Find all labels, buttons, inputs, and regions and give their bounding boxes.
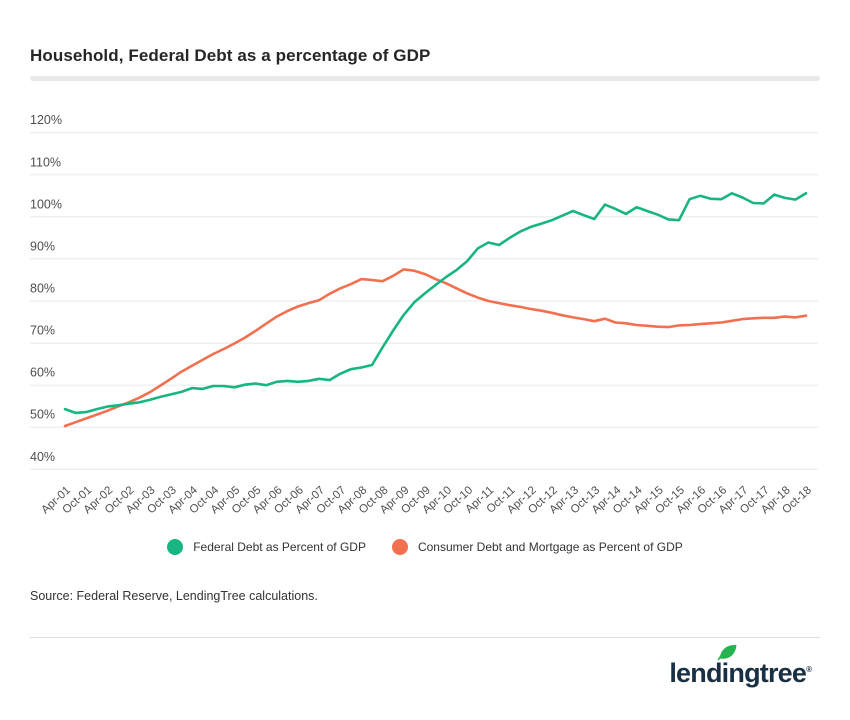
source-note: Source: Federal Reserve, LendingTree cal… (30, 589, 318, 603)
legend-item-consumer: Consumer Debt and Mortgage as Percent of… (391, 539, 683, 555)
legend-item-federal: Federal Debt as Percent of GDP (167, 539, 366, 555)
y-axis-label: 110% (30, 155, 61, 169)
footer-divider (30, 637, 820, 638)
chart-legend: Federal Debt as Percent of GDP Consumer … (0, 539, 850, 555)
y-axis-label: 120% (30, 113, 62, 127)
consumer-series-dot-icon (391, 539, 408, 555)
logo-text-post: ngtree (728, 658, 807, 688)
y-axis-label: 50% (30, 408, 55, 422)
logo-letter-i: i (717, 645, 737, 693)
y-axis-label: 60% (30, 366, 55, 380)
consumer-line (63, 268, 808, 428)
y-axis-label: 70% (30, 324, 55, 338)
legend-label-federal: Federal Debt as Percent of GDP (193, 540, 366, 554)
registered-mark: ® (806, 665, 812, 674)
lendingtree-logo: lendi ngtree® (669, 645, 812, 693)
legend-label-consumer: Consumer Debt and Mortgage as Percent of… (417, 540, 683, 554)
federal-line (63, 192, 808, 415)
title-divider (30, 76, 820, 81)
y-axis-label: 100% (30, 197, 62, 211)
logo-text-pre: lend (669, 658, 722, 688)
y-axis-label: 80% (30, 282, 55, 296)
line-chart: 40%50%60%70%80%90%100%110%120%Apr-01Oct-… (30, 113, 818, 516)
y-axis-label: 90% (30, 239, 55, 253)
leaf-icon (717, 645, 737, 661)
y-axis-label: 40% (30, 450, 55, 464)
page-title: Household, Federal Debt as a percentage … (30, 46, 431, 65)
federal-series-dot-icon (167, 539, 184, 555)
